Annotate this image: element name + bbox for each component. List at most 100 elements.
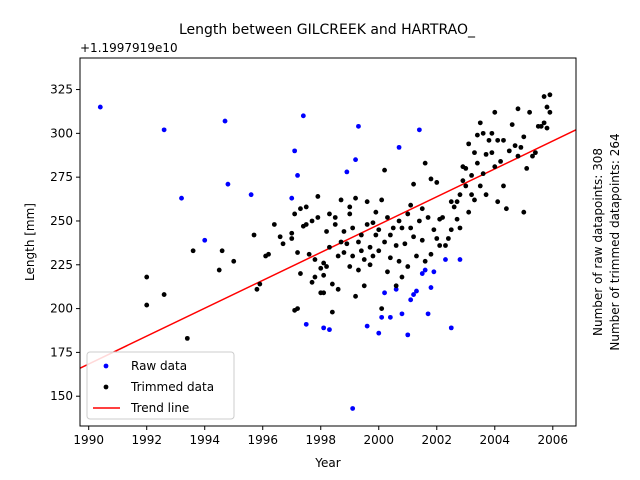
trimmed-data-point: [501, 183, 506, 189]
trimmed-data-point: [457, 192, 463, 198]
trimmed-data-point: [376, 227, 382, 233]
trimmed-data-point: [469, 192, 474, 198]
trimmed-data-point: [295, 306, 300, 311]
legend: Raw data Trimmed data Trend line: [86, 351, 235, 420]
trimmed-data-point: [347, 211, 353, 217]
trimmed-data-point: [353, 293, 358, 299]
y-tick-label: 200: [50, 302, 73, 316]
x-tick-label: 2000: [363, 433, 394, 447]
trimmed-data-point: [344, 241, 350, 247]
trimmed-data-point: [495, 199, 501, 205]
trimmed-data-point: [506, 148, 512, 154]
trimmed-data-point: [399, 225, 405, 231]
y-axis: 150 175 200 225 250 275 300 325: [50, 83, 80, 403]
trimmed-data-point: [356, 267, 361, 273]
trimmed-data-point: [289, 230, 295, 236]
trimmed-data-point: [347, 204, 353, 210]
trimmed-data-point: [402, 241, 408, 247]
trimmed-data-point: [437, 243, 443, 248]
raw-data-point: [414, 288, 419, 294]
trimmed-data-point: [347, 264, 353, 269]
raw-data-point: [396, 144, 402, 150]
trimmed-data-point: [547, 109, 553, 115]
trimmed-data-point: [358, 248, 364, 254]
trimmed-data-point: [501, 137, 506, 143]
trimmed-data-point: [443, 243, 448, 248]
trimmed-data-point: [393, 243, 399, 248]
trimmed-data-point: [321, 272, 327, 278]
side-notes: Number of raw datapoints: 308 Number of …: [591, 133, 622, 350]
trimmed-data-point: [405, 264, 411, 269]
trimmed-data-point: [515, 153, 521, 159]
trimmed-data-point: [521, 134, 527, 140]
trimmed-data-point: [466, 141, 472, 147]
trimmed-data-point: [266, 251, 271, 257]
raw-data-point: [416, 127, 422, 133]
trimmed-data-point: [144, 274, 150, 280]
trimmed-data-point: [472, 150, 477, 156]
trimmed-data-point: [321, 260, 327, 266]
raw-data-point: [382, 290, 387, 296]
chart-title: Length between GILCREEK and HARTRAO_: [179, 22, 476, 38]
trimmed-data-point: [483, 151, 489, 157]
trimmed-data-point: [324, 229, 329, 234]
trimmed-data-point: [489, 150, 495, 156]
trimmed-data-point: [390, 225, 396, 231]
trimmed-data-point: [512, 143, 518, 149]
y-axis-label: Length [mm]: [23, 203, 37, 281]
trimmed-data-point: [309, 218, 315, 224]
trimmed-data-point: [280, 241, 286, 247]
trimmed-data-point: [445, 236, 451, 241]
trimmed-data-point: [451, 204, 457, 210]
trimmed-data-point: [329, 281, 335, 287]
trimmed-data-point: [327, 244, 332, 250]
raw-data-point: [350, 406, 356, 411]
x-tick-label: 2004: [480, 433, 511, 447]
trimmed-data-point: [440, 215, 445, 220]
trimmed-data-point: [530, 153, 535, 159]
trimmed-datapoints-count: Number of trimmed datapoints: 264: [608, 133, 622, 350]
trimmed-data-point: [332, 215, 338, 220]
trimmed-data-point: [358, 232, 364, 238]
trimmed-data-point: [419, 237, 425, 243]
trimmed-data-point: [257, 281, 263, 287]
legend-label: Raw data: [131, 359, 187, 373]
trimmed-data-point: [379, 197, 385, 203]
raw-data-point: [364, 323, 370, 329]
trimmed-data-point: [298, 271, 303, 276]
trimmed-data-point: [538, 123, 544, 129]
trimmed-data-point: [364, 199, 370, 205]
trimmed-data-point: [335, 286, 341, 292]
raw-data-point: [457, 257, 463, 262]
trimmed-data-point: [315, 194, 321, 199]
points-layer: [97, 92, 553, 411]
trimmed-data-point: [361, 283, 367, 289]
raw-data-point: [248, 192, 254, 198]
trimmed-data-point: [393, 283, 399, 289]
y-tick-label: 300: [50, 126, 73, 140]
trimmed-data-point: [216, 267, 222, 273]
trimmed-data-point: [292, 211, 298, 217]
raw-data-point: [393, 286, 399, 292]
trimmed-data-point: [454, 216, 460, 222]
trimmed-data-point: [416, 218, 422, 224]
trimmed-data-point: [480, 130, 486, 136]
legend-point-swatch: [103, 363, 109, 369]
raw-data-point: [387, 314, 393, 320]
trimmed-data-point: [329, 309, 335, 315]
raw-data-point: [321, 325, 327, 331]
trimmed-data-point: [370, 253, 376, 259]
trimmed-data-point: [277, 234, 283, 240]
trimmed-data-point: [405, 211, 411, 217]
raw-data-point: [356, 123, 361, 129]
trimmed-data-point: [396, 218, 402, 224]
raw-data-point: [448, 325, 454, 331]
trimmed-data-point: [289, 236, 295, 241]
trimmed-data-point: [353, 195, 358, 201]
trimmed-data-point: [396, 258, 402, 264]
trimmed-data-point: [364, 222, 370, 227]
trimmed-data-point: [541, 94, 547, 99]
trimmed-data-point: [251, 232, 257, 238]
x-tick-label: 1996: [247, 433, 278, 447]
trimmed-data-point: [318, 265, 324, 271]
